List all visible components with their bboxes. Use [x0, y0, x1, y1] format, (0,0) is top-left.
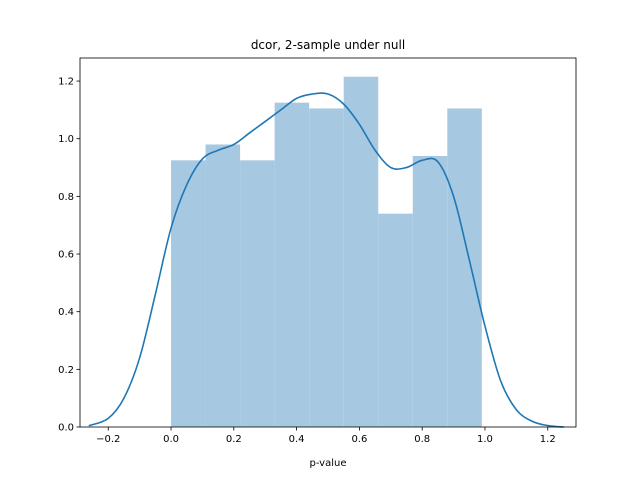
x-tick-label: 0.2 — [226, 434, 242, 445]
histogram-bar — [447, 108, 482, 427]
chart-title: dcor, 2-sample under null — [251, 38, 405, 52]
x-tick-label: 1.0 — [477, 434, 493, 445]
x-tick-label: −0.2 — [96, 434, 120, 445]
x-tick-label: 0.6 — [351, 434, 367, 445]
histogram-bar — [309, 108, 344, 427]
y-tick-label: 1.2 — [58, 77, 74, 88]
histogram-bar — [205, 144, 241, 427]
histogram-bar — [274, 102, 310, 427]
x-tick-label: 1.2 — [540, 434, 556, 445]
histogram-bar — [412, 156, 448, 427]
histogram-bar — [240, 160, 275, 427]
x-tick-label: 0.0 — [163, 434, 179, 445]
x-tick-label: 0.4 — [289, 434, 305, 445]
histogram-bar — [378, 213, 413, 427]
histogram-bar — [171, 160, 206, 427]
y-tick-label: 0.4 — [58, 307, 74, 318]
y-tick-label: 0.0 — [58, 423, 74, 434]
histogram-bar — [343, 76, 379, 427]
histogram-bars — [171, 76, 482, 427]
kde-curve-group — [88, 92, 565, 428]
axes-frame — [79, 57, 577, 428]
x-axis-ticks: −0.2 0.0 0.2 0.4 0.6 0.8 1.0 1.2 — [96, 427, 556, 445]
x-axis-label: p-value — [309, 458, 346, 469]
y-tick-label: 0.2 — [58, 365, 74, 376]
y-tick-label: 0.8 — [58, 192, 74, 203]
y-axis-ticks: 0.0 0.2 0.4 0.6 0.8 1.0 1.2 — [58, 77, 80, 434]
kde-line — [88, 92, 565, 428]
y-tick-label: 0.6 — [58, 250, 74, 261]
y-tick-label: 1.0 — [58, 134, 74, 145]
x-tick-label: 0.8 — [414, 434, 430, 445]
